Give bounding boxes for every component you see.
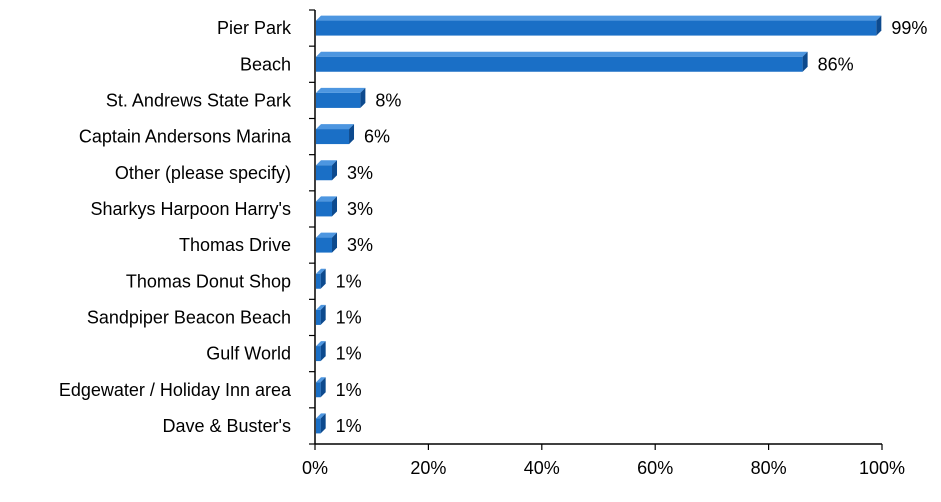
value-label: 99% — [891, 18, 927, 38]
bar-top-face — [316, 377, 326, 383]
bar-front-face — [316, 92, 361, 108]
bar-front-face — [316, 165, 333, 181]
bar-front-face — [316, 382, 321, 398]
bar — [316, 15, 882, 36]
bar-top-face — [316, 51, 808, 57]
bar-front-face — [316, 201, 333, 217]
value-label: 3% — [347, 235, 373, 255]
bar — [316, 160, 338, 181]
bar — [316, 87, 366, 108]
value-label: 8% — [375, 90, 401, 110]
category-label: Pier Park — [217, 18, 292, 38]
bar-top-face — [316, 268, 326, 274]
bar-front-face — [316, 129, 350, 145]
x-tick-label: 0% — [302, 458, 328, 478]
value-label: 3% — [347, 199, 373, 219]
bar-side-face — [332, 232, 338, 253]
bar-top-face — [316, 160, 338, 166]
x-tick-label: 40% — [524, 458, 560, 478]
value-label: 1% — [336, 416, 362, 436]
category-label: Sandpiper Beacon Beach — [87, 307, 291, 327]
category-label: Edgewater / Holiday Inn area — [59, 380, 292, 400]
value-label: 1% — [336, 380, 362, 400]
bar-front-face — [316, 346, 321, 362]
bar-side-face — [320, 341, 326, 362]
bar-side-face — [360, 87, 366, 108]
bar-front-face — [316, 273, 321, 289]
bar-top-face — [316, 196, 338, 202]
bars-group — [316, 15, 882, 434]
bar-side-face — [332, 160, 338, 181]
value-label: 1% — [336, 271, 362, 291]
bar-front-face — [316, 56, 803, 72]
category-label: Thomas Donut Shop — [126, 271, 291, 291]
x-tick-label: 80% — [751, 458, 787, 478]
category-label: Sharkys Harpoon Harry's — [90, 199, 291, 219]
category-label: Other (please specify) — [115, 163, 291, 183]
value-label: 1% — [336, 344, 362, 364]
bar-front-face — [316, 237, 333, 253]
x-tick-label: 100% — [859, 458, 905, 478]
category-label: Thomas Drive — [179, 235, 291, 255]
bar-top-face — [316, 87, 366, 93]
bar-side-face — [320, 268, 326, 289]
bar-top-face — [316, 124, 355, 130]
bar — [316, 232, 338, 253]
bar-top-face — [316, 304, 326, 310]
bar — [316, 413, 326, 434]
x-tick-label: 20% — [410, 458, 446, 478]
bar-side-face — [332, 196, 338, 217]
bar — [316, 341, 326, 362]
category-label: Dave & Buster's — [163, 416, 292, 436]
bar-top-face — [316, 15, 882, 21]
bar-side-face — [320, 304, 326, 325]
bar — [316, 304, 326, 325]
axes-group — [309, 9, 883, 450]
value-label: 6% — [364, 127, 390, 147]
bar-side-face — [876, 15, 882, 36]
bar-front-face — [316, 20, 877, 36]
bar — [316, 377, 326, 398]
category-label: Captain Andersons Marina — [79, 127, 292, 147]
bar-side-face — [349, 124, 355, 145]
category-label: St. Andrews State Park — [106, 90, 292, 110]
category-label: Beach — [240, 54, 291, 74]
value-label: 86% — [818, 54, 854, 74]
value-label: 3% — [347, 163, 373, 183]
bar-front-face — [316, 309, 321, 325]
bar — [316, 196, 338, 217]
category-label: Gulf World — [206, 344, 291, 364]
bar — [316, 268, 326, 289]
x-tick-label: 60% — [637, 458, 673, 478]
bar-top-face — [316, 232, 338, 238]
bar — [316, 51, 808, 72]
bar-side-face — [802, 51, 808, 72]
labels-group: Pier Park 99% Beach 86% St. Andrews State Pa… — [59, 18, 928, 478]
bar-side-face — [320, 413, 326, 434]
bar — [316, 124, 355, 145]
value-label: 1% — [336, 307, 362, 327]
bar-top-face — [316, 413, 326, 419]
bar-front-face — [316, 418, 321, 434]
bar-side-face — [320, 377, 326, 398]
bar-top-face — [316, 341, 326, 347]
